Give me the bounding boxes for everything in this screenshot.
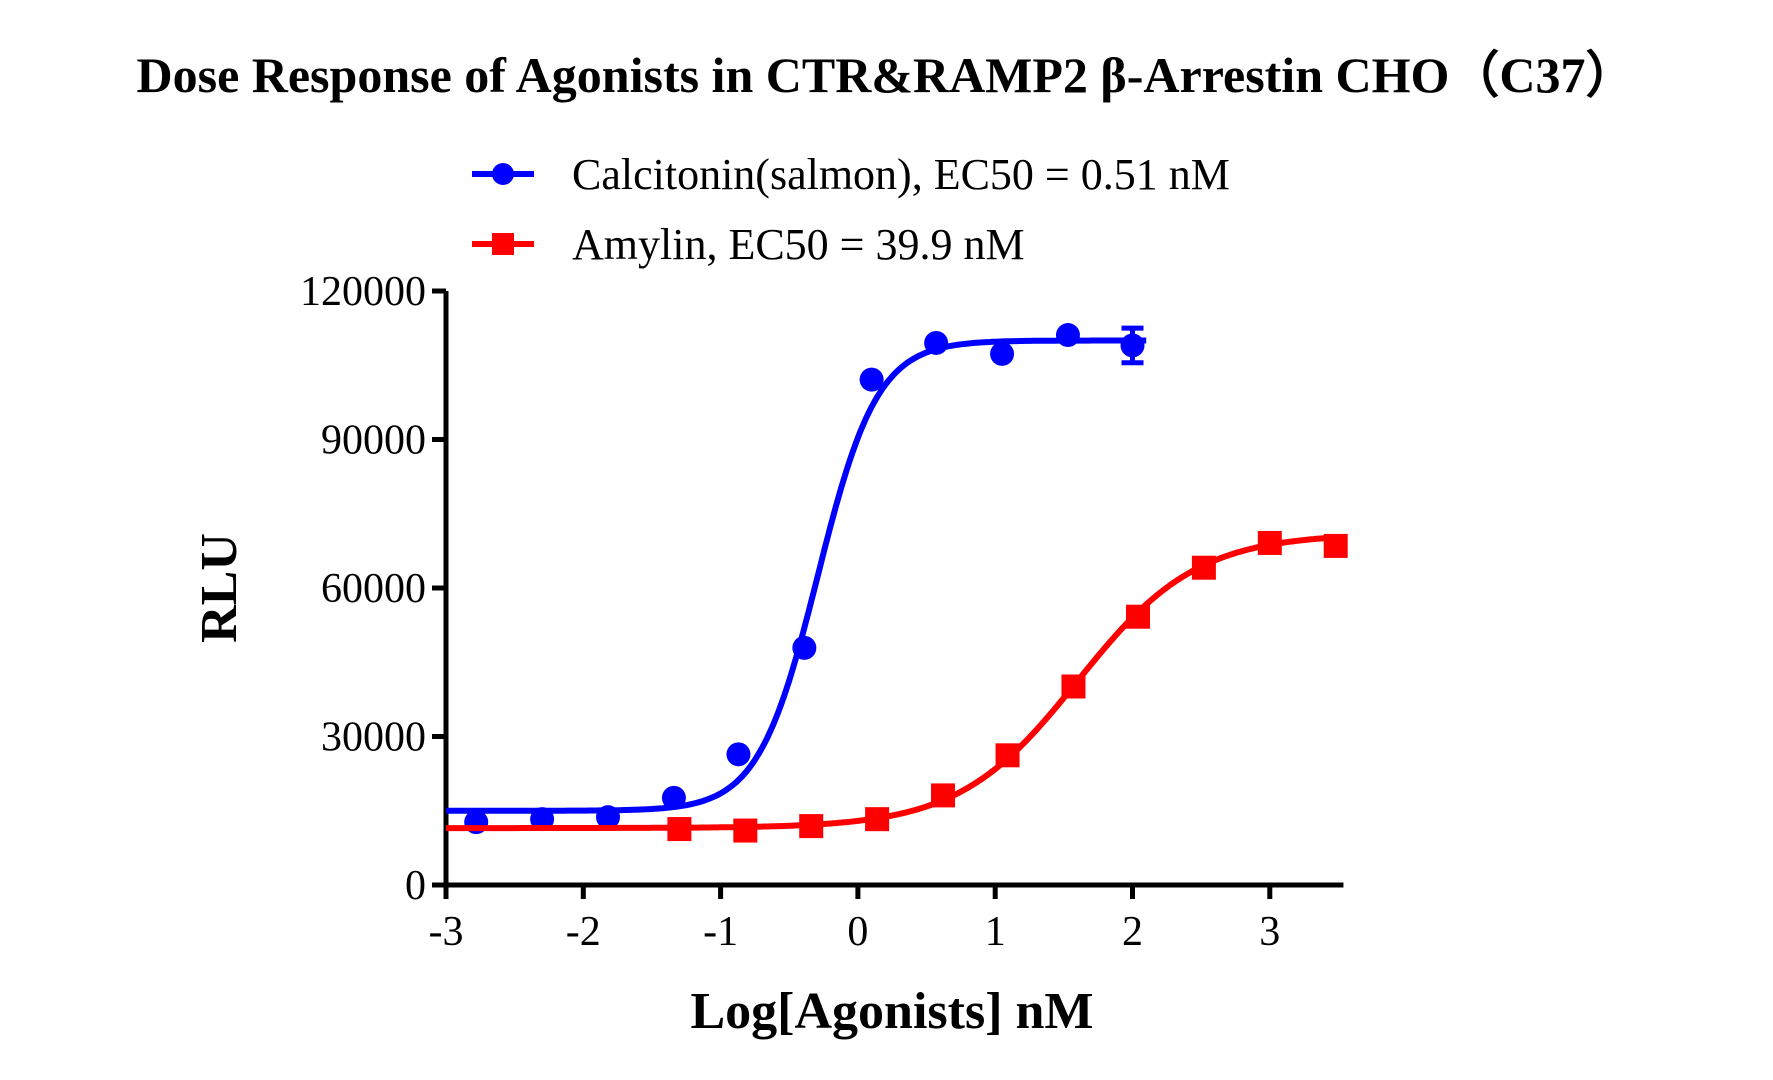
y-tick-label: 30000	[321, 715, 426, 761]
data-point	[995, 743, 1020, 768]
x-axis-label: Log[Agonists] nM	[690, 983, 1093, 1040]
axes: -3 -2 -1 0 1 2 3 0 30000 60000 90000 120000	[300, 269, 1344, 955]
x-tick-label: 1	[985, 909, 1006, 955]
data-point	[1061, 674, 1086, 699]
data-point	[859, 367, 884, 392]
data-point	[733, 818, 758, 843]
x-tick-label: 2	[1122, 909, 1143, 955]
data-point	[990, 341, 1015, 366]
x-tick-label: -3	[429, 909, 464, 955]
y-tick-label: 120000	[300, 269, 426, 315]
data-point	[667, 817, 692, 842]
legend-marker-amylin	[492, 233, 514, 255]
data-point	[799, 814, 824, 839]
x-tick-label: -2	[566, 909, 601, 955]
data-point	[931, 783, 956, 808]
fit-curve	[446, 534, 1339, 832]
data-point	[1323, 533, 1348, 558]
legend-marker-calcitonin	[492, 163, 514, 185]
data-point	[1125, 604, 1150, 629]
y-tick-label: 0	[405, 863, 426, 909]
legend-label-amylin: Amylin, EC50 = 39.9 nM	[572, 220, 1025, 269]
legend-label-calcitonin: Calcitonin(salmon), EC50 = 0.51 nM	[572, 150, 1230, 199]
legend-item-calcitonin: Calcitonin(salmon), EC50 = 0.51 nM	[472, 150, 1230, 199]
plot-area	[446, 323, 1348, 843]
data-point	[596, 805, 621, 830]
data-point	[792, 635, 817, 660]
y-tick-label: 60000	[321, 566, 426, 612]
series-0	[446, 323, 1147, 835]
data-point	[726, 742, 751, 767]
legend: Calcitonin(salmon), EC50 = 0.51 nM Amyli…	[472, 150, 1230, 269]
data-point	[661, 785, 686, 810]
data-point	[1120, 333, 1145, 358]
fit-curve	[446, 337, 1147, 814]
data-point	[1191, 555, 1216, 580]
data-point	[924, 330, 949, 355]
y-axis-label: RLU	[191, 533, 248, 643]
x-tick-label: 0	[847, 909, 868, 955]
y-tick-label: 90000	[321, 418, 426, 464]
data-point	[1257, 530, 1282, 555]
x-tick-label: -1	[703, 909, 738, 955]
data-point	[1055, 323, 1080, 348]
legend-item-amylin: Amylin, EC50 = 39.9 nM	[472, 220, 1025, 269]
chart-title: Dose Response of Agonists in CTR&RAMP2 β…	[137, 47, 1636, 103]
series-1	[446, 530, 1348, 843]
x-tick-label: 3	[1259, 909, 1280, 955]
data-point	[865, 807, 890, 832]
